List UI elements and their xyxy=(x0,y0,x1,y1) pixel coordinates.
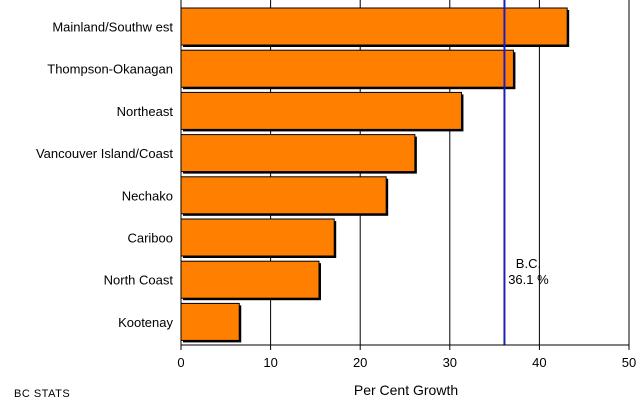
category-label: Mainland/Southw est xyxy=(52,20,173,35)
category-label: Cariboo xyxy=(127,231,173,246)
x-tick-label: 10 xyxy=(263,355,277,370)
category-labels: Mainland/Southw est Thompson-Okanagan Nort… xyxy=(36,20,174,330)
reference-value-label: 36.1 % xyxy=(508,272,549,287)
bar xyxy=(180,302,240,341)
x-tick-label: 20 xyxy=(353,355,367,370)
bar xyxy=(180,134,416,173)
bar xyxy=(180,49,514,88)
x-tick-label: 40 xyxy=(532,355,546,370)
x-tick-label: 50 xyxy=(622,355,636,370)
bar xyxy=(180,176,387,215)
category-label: Vancouver Island/Coast xyxy=(36,146,173,161)
category-label: Northeast xyxy=(117,104,174,119)
reference-label: B.C. xyxy=(516,256,541,271)
axes: 0 10 20 30 40 50 xyxy=(177,0,636,370)
bars xyxy=(180,7,570,343)
bar xyxy=(180,218,335,257)
source-note: BC STATS xyxy=(14,388,71,400)
category-label: Nechako xyxy=(122,188,173,203)
bar xyxy=(180,91,462,130)
category-label: Thompson-Okanagan xyxy=(47,62,173,77)
x-axis-title: Per Cent Growth xyxy=(354,382,458,398)
reference-line-group: B.C.36.1 % xyxy=(503,0,549,345)
x-tick-label: 30 xyxy=(443,355,457,370)
bar xyxy=(180,7,568,46)
category-label: North Coast xyxy=(104,273,174,288)
x-tick-label: 0 xyxy=(177,355,184,370)
bar xyxy=(180,260,320,299)
category-label: Kootenay xyxy=(118,315,173,330)
